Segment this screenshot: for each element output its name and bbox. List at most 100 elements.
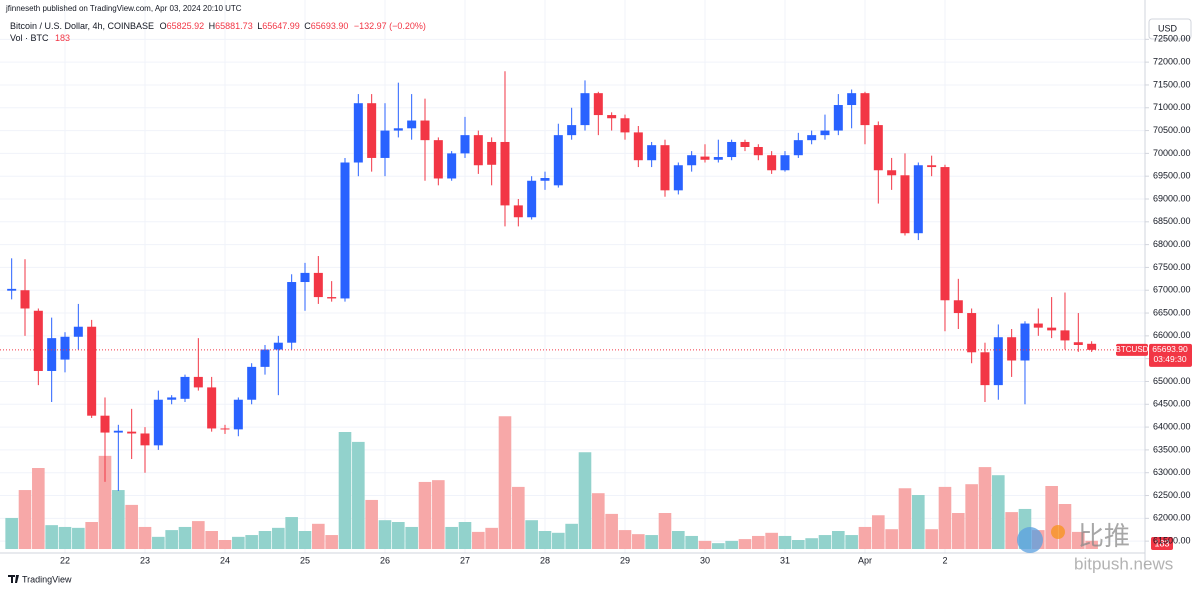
candle-body — [793, 140, 803, 156]
y-tick-label: 67500.00 — [1153, 262, 1191, 272]
volume-bar — [285, 517, 298, 549]
candle-body — [967, 313, 977, 353]
candle-body — [980, 352, 990, 386]
candle-body — [553, 135, 563, 186]
volume-bar — [578, 452, 592, 549]
candle-body — [380, 130, 390, 158]
volume-bar — [58, 526, 72, 549]
currency[interactable]: USD — [1158, 23, 1178, 33]
candle-body — [593, 93, 603, 116]
candle-body — [247, 366, 257, 400]
volume-bar — [845, 535, 858, 549]
volume-bar — [405, 526, 418, 549]
y-tick-label: 69000.00 — [1153, 193, 1191, 203]
volume-bar — [165, 530, 178, 549]
volume-bar — [72, 527, 85, 549]
watermark: 比推 bitpush.news — [1017, 521, 1173, 573]
volume-bar — [258, 531, 272, 549]
volume-layer — [5, 416, 1098, 549]
candle-body — [7, 288, 17, 291]
countdown-label: 03:49:30 — [1153, 354, 1186, 364]
candle-body — [607, 115, 617, 119]
volume-value: 183 — [55, 33, 70, 43]
candle-body — [807, 135, 817, 141]
volume-label: Vol · BTC — [10, 33, 49, 43]
symbol: Bitcoin / U.S. Dollar, 4h, COINBASE — [10, 21, 154, 31]
volume-bar — [472, 531, 485, 549]
volume-bar — [458, 522, 472, 549]
volume-bar — [525, 520, 538, 549]
candle-body — [780, 155, 790, 171]
y-tick-label: 68500.00 — [1153, 216, 1191, 226]
candle-body — [473, 135, 483, 166]
y-tick-label: 72500.00 — [1153, 34, 1191, 44]
candle-body — [127, 431, 137, 434]
volume-bar — [978, 467, 992, 549]
volume-bar — [218, 540, 232, 549]
candle-body — [180, 376, 190, 399]
volume-bar — [5, 517, 18, 549]
volume-bar — [1072, 531, 1085, 549]
volume-bar — [325, 535, 338, 549]
footer-logo: TradingView — [8, 574, 72, 584]
candle-body — [913, 165, 923, 234]
volume-bar — [992, 475, 1005, 549]
candle-body — [580, 93, 590, 126]
candle-body — [847, 93, 857, 106]
volume-bar — [658, 513, 672, 549]
currency-box[interactable] — [1148, 18, 1192, 40]
volume-bar — [792, 540, 805, 549]
candle-body — [207, 387, 217, 429]
y-tick-label: 62000.00 — [1153, 513, 1191, 523]
change: −132.97 (−0.20%) — [354, 21, 426, 31]
volume-bar — [18, 490, 32, 549]
symbol-tag — [1116, 343, 1148, 356]
ohlc-key: L — [257, 21, 262, 31]
y-tick-label: 70000.00 — [1153, 148, 1191, 158]
ohlc-value: 65647.99 — [262, 21, 300, 31]
candle-body — [313, 272, 323, 298]
candle-body — [993, 337, 1003, 386]
y-tick-label: 68000.00 — [1153, 239, 1191, 249]
y-tick-label: 61500.00 — [1153, 536, 1191, 546]
ohlc-value: 65825.92 — [167, 21, 205, 31]
volume-bar — [632, 534, 645, 549]
published-line: jfinneseth published on TradingView.com,… — [5, 4, 242, 13]
x-tick-label: Apr — [858, 555, 872, 565]
volume-bar — [418, 481, 432, 549]
volume-bar — [512, 486, 525, 549]
watermark-site: bitpush.news — [1074, 554, 1173, 573]
volume-bar — [432, 480, 445, 549]
volume-bar — [752, 535, 765, 549]
volume-bar — [298, 531, 312, 549]
candle-body — [1007, 337, 1017, 361]
volume-bar — [538, 531, 552, 549]
volume-bar — [32, 468, 45, 549]
watermark-coin — [1051, 525, 1065, 539]
volume-bar — [832, 531, 845, 549]
y-tick-label: 71000.00 — [1153, 102, 1191, 112]
candle-body — [620, 118, 630, 133]
candle-body — [60, 336, 70, 360]
candle-body — [47, 338, 57, 371]
y-tick-label: 71500.00 — [1153, 79, 1191, 89]
volume-bar — [605, 513, 618, 549]
volume-bar — [552, 532, 565, 549]
candle-body — [1073, 342, 1083, 345]
price-tag — [1149, 343, 1192, 367]
x-tick-label: 2 — [942, 555, 947, 565]
volume-bar — [898, 488, 912, 549]
ohlc-key: H — [209, 21, 216, 31]
x-tick-label: 24 — [220, 555, 230, 565]
volume-bar — [872, 515, 885, 549]
volume-bar — [712, 543, 725, 549]
volume-bar — [858, 526, 872, 549]
x-tick-label: 27 — [460, 555, 470, 565]
volume-bar — [378, 520, 392, 549]
volume-bar — [592, 493, 605, 549]
candle-body — [1033, 323, 1043, 328]
candle-body — [687, 155, 697, 166]
candle-body — [820, 130, 830, 136]
candle-body — [900, 175, 910, 234]
